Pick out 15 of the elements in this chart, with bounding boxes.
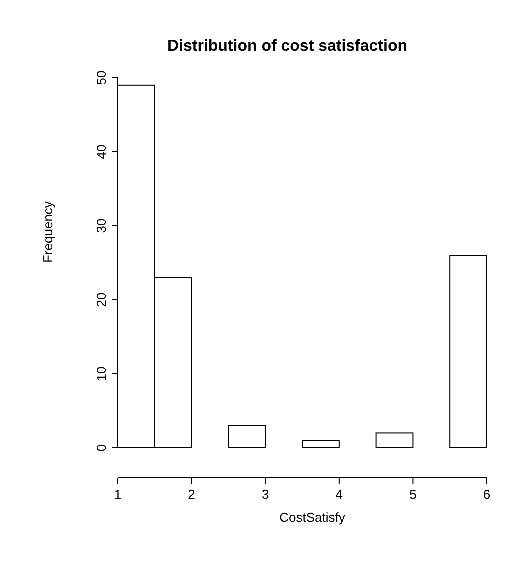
y-tick-label: 40: [94, 144, 109, 160]
y-tick-label: 10: [94, 366, 109, 382]
y-axis-title: Frequency: [40, 201, 56, 263]
x-tick-label: 4: [336, 487, 344, 502]
x-tick-label: 1: [114, 487, 122, 502]
x-tick-label: 3: [262, 487, 270, 502]
y-tick-label: 50: [94, 70, 109, 86]
x-tick-label: 2: [188, 487, 196, 502]
chart-title: Distribution of cost satisfaction: [166, 37, 408, 57]
x-tick-label: 6: [483, 487, 491, 502]
y-tick-label: 0: [94, 444, 109, 452]
y-tick-label: 30: [94, 218, 109, 234]
x-tick-label: 5: [410, 487, 417, 502]
y-tick-label: 20: [94, 292, 109, 308]
x-axis-title: CostSatisfy: [278, 510, 346, 525]
